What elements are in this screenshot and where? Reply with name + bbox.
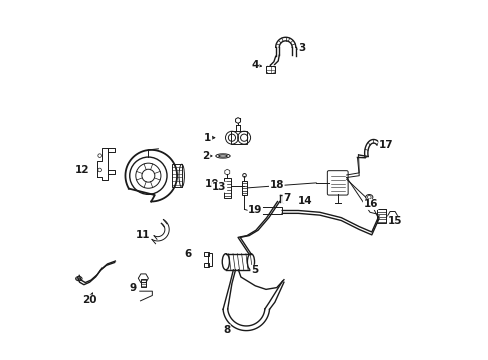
Text: 19: 19 — [247, 206, 262, 216]
Bar — [141, 279, 145, 287]
Text: 15: 15 — [387, 216, 402, 226]
Text: 9: 9 — [129, 283, 136, 293]
Text: 1: 1 — [204, 133, 211, 143]
Text: 11: 11 — [136, 230, 150, 239]
Bar — [230, 131, 246, 144]
Text: 6: 6 — [184, 248, 191, 258]
Bar — [204, 263, 208, 267]
Bar — [260, 207, 282, 214]
Bar — [266, 66, 274, 73]
Text: 7: 7 — [283, 193, 290, 203]
Bar — [223, 178, 230, 198]
Text: 16: 16 — [363, 199, 377, 210]
Text: 4: 4 — [251, 60, 259, 70]
Text: 17: 17 — [378, 140, 393, 150]
Text: 2: 2 — [202, 151, 209, 161]
Text: 5: 5 — [250, 265, 258, 275]
Text: 14: 14 — [297, 196, 311, 206]
Text: 13: 13 — [212, 182, 226, 192]
Text: 18: 18 — [269, 180, 284, 190]
Bar — [207, 253, 211, 266]
Bar — [171, 164, 182, 187]
Text: 12: 12 — [75, 165, 89, 175]
Text: 20: 20 — [82, 295, 97, 305]
Bar — [241, 181, 247, 195]
Text: 8: 8 — [223, 325, 230, 335]
Text: 3: 3 — [298, 43, 305, 53]
Text: 10: 10 — [204, 179, 219, 189]
Bar — [204, 252, 208, 256]
Bar — [376, 209, 386, 223]
